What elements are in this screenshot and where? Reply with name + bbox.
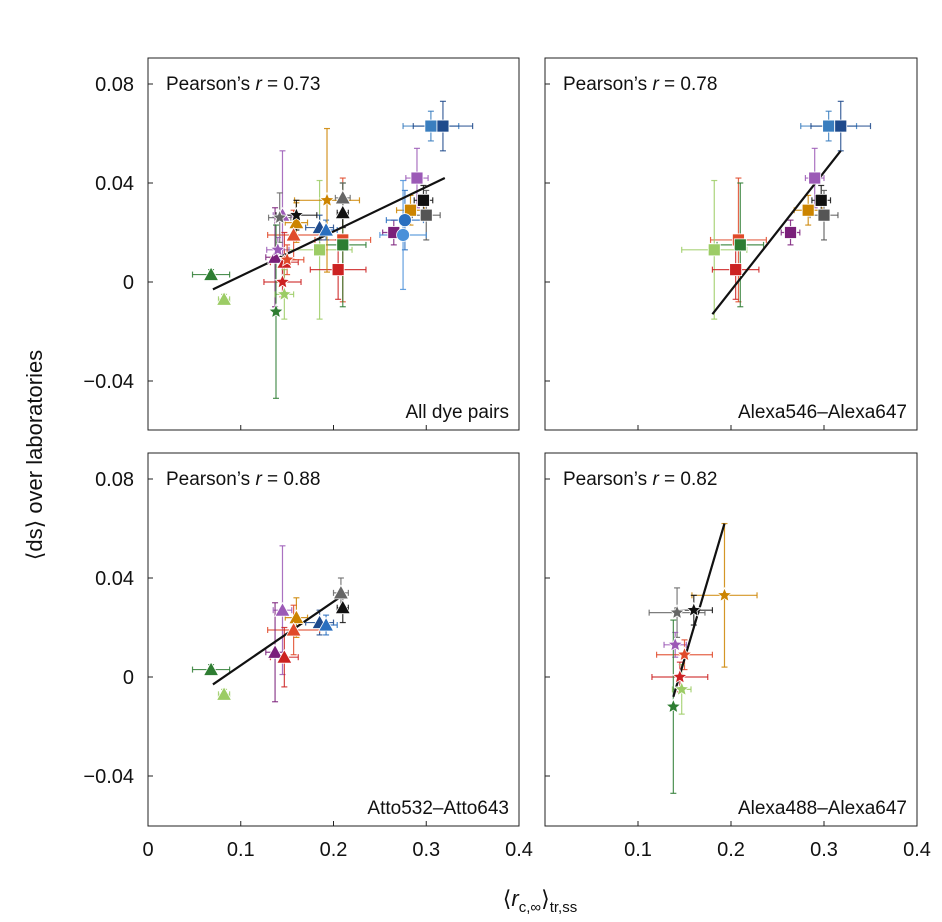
data-point-star [716,586,733,603]
data-point-square [808,171,822,185]
y-tick-label: 0.04 [95,173,134,195]
panel-frame [544,452,918,827]
data-point-star [276,285,293,302]
panel-label: Atto532–Atto643 [367,798,509,819]
data-point-triangle [285,621,302,637]
data-point-star [269,241,286,257]
data-point-square [834,119,848,133]
data-point-square [822,119,836,133]
data-point-star [267,303,285,319]
data-point-square [331,263,345,277]
data-point-star [676,646,693,662]
data-point-square [419,208,433,222]
data-point-star [271,209,288,225]
data-point-star [685,601,702,618]
plot-area [191,545,351,703]
panel-alexa546: Pearson’s r = 0.78 Alexa546–Alexa647 [544,57,918,431]
pearson-annotation: Pearson’s r = 0.88 [166,469,320,490]
data-point-star [667,636,684,652]
y-tick-label: −0.04 [83,371,134,393]
data-point-square [313,243,326,257]
x-tick-label: 0.2 [320,839,348,861]
data-point-star [318,191,336,208]
data-point-square [707,243,721,257]
x-tick-label: 0.4 [505,839,533,861]
panel-label: All dye pairs [406,402,510,423]
data-point-star [288,206,305,223]
data-point-circle [398,213,412,228]
fit-line [672,523,726,698]
x-axis-title: ⟨rc,∞⟩tr,ss [503,886,577,916]
data-point-triangle [202,661,220,676]
data-point-star [668,604,686,620]
x-tick-label: 0.3 [412,839,440,861]
data-point-triangle [276,648,293,664]
data-point-triangle [202,266,220,281]
data-point-triangle [215,686,233,701]
data-point-square [817,208,831,222]
pearson-annotation: Pearson’s r = 0.73 [166,74,320,95]
data-point-triangle [285,226,302,242]
y-tick-label: 0.08 [95,469,134,491]
y-tick-label: 0.08 [95,74,134,96]
data-point-square [436,119,450,133]
y-tick-label: 0 [123,667,134,689]
x-tick-label: 0 [142,839,153,861]
x-tick-label: 0.2 [717,839,745,861]
data-point-triangle [334,189,351,205]
data-point-triangle [288,214,305,229]
data-point-triangle [317,221,335,237]
data-point-triangle [317,616,335,632]
y-axis-title: ⟨ds⟩ over laboratories [22,350,47,560]
panel-frame [147,57,520,431]
y-tick-label: 0.04 [95,568,134,590]
plot-area [648,522,758,794]
data-point-square [801,203,815,217]
data-point-square [424,119,438,133]
pearson-annotation: Pearson’s r = 0.78 [563,74,717,95]
data-point-square [784,226,797,239]
panel-label: Alexa488–Alexa647 [738,798,907,819]
panel-frame [544,57,918,431]
y-tick-label: 0 [123,272,134,294]
data-point-star [278,251,296,267]
fit-line [711,150,842,315]
data-point-square [729,263,743,277]
fit-line [212,594,344,686]
data-point-triangle [274,601,291,617]
x-tick-label: 0.4 [903,839,931,861]
data-point-triangle [332,584,350,600]
data-point-square [417,193,430,207]
axis-labels-layer: ⟨ds⟩ over laboratories ⟨rc,∞⟩tr,ss [22,350,577,916]
plot-area [681,100,872,320]
data-point-triangle [334,599,351,615]
panel-frame [147,452,520,827]
panels-layer: −0.04 0 0.04 0.08 Pearson’s r = 0.73 All dye … [83,57,931,861]
data-point-triangle [215,291,233,306]
data-point-star [671,668,688,684]
data-point-square [336,238,350,252]
data-point-star [673,680,690,697]
panel-alexa488: 0.1 0.2 0.3 0.4 Pearson’s r = 0.82 Alexa488–A… [544,452,931,861]
y-tick-label: −0.04 [83,766,134,788]
data-point-square [814,193,828,207]
data-point-square [410,171,424,185]
x-tick-label: 0.1 [624,839,652,861]
pearson-annotation: Pearson’s r = 0.82 [563,469,717,490]
panel-label: Alexa546–Alexa647 [738,402,907,423]
data-point-triangle [266,248,284,264]
data-point-square [733,238,747,252]
panel-all: −0.04 0 0.04 0.08 Pearson’s r = 0.73 All dye … [83,57,520,431]
panel-atto532: −0.04 0 0.04 0.08 0 0.1 0.2 0.3 0.4 Pearson’s r =… [83,452,533,861]
plot-area [191,100,474,399]
data-point-triangle [334,204,351,220]
data-point-triangle [266,643,284,659]
data-point-star [274,273,291,289]
data-point-star [665,698,682,714]
x-tick-label: 0.3 [810,839,838,861]
data-point-triangle [288,609,305,624]
data-point-circle [396,228,410,242]
x-tick-label: 0.1 [227,839,255,861]
